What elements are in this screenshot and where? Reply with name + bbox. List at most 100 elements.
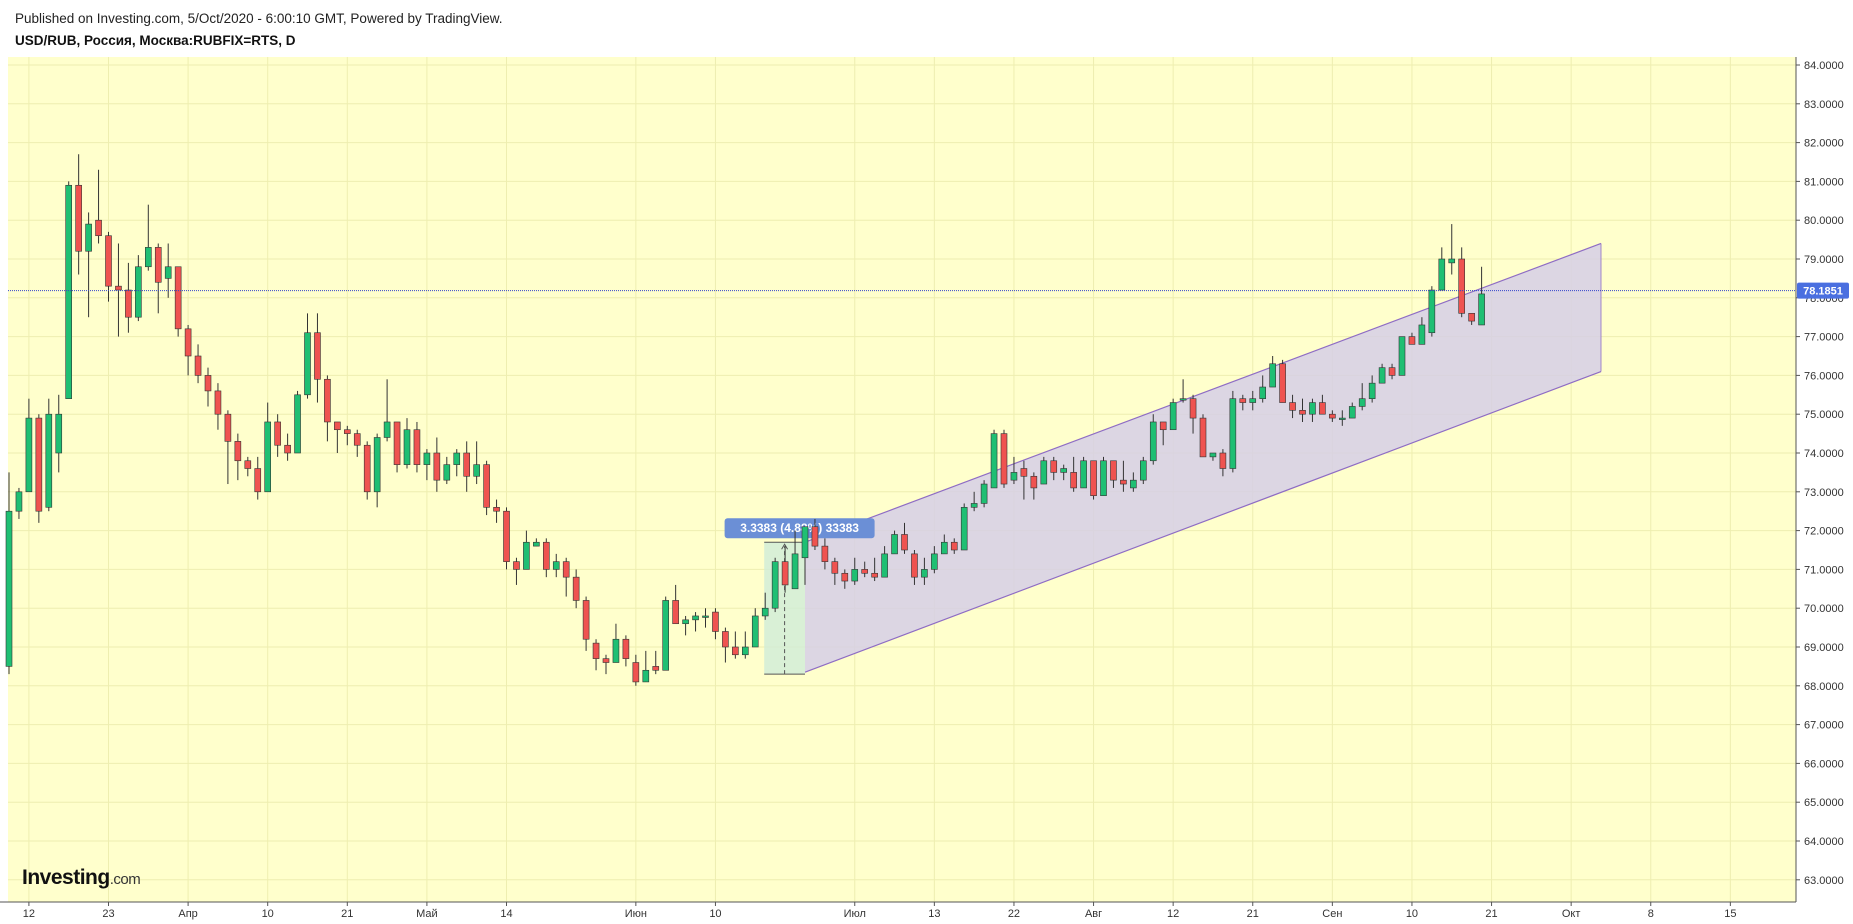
candle [712, 608, 719, 640]
candle [334, 421, 341, 453]
candle-body [960, 507, 968, 551]
x-tick-label: 10 [1406, 908, 1418, 920]
candle-body [1358, 398, 1366, 407]
candle [194, 344, 202, 384]
candle [831, 557, 839, 585]
candle-body [1448, 258, 1456, 264]
candle [692, 612, 699, 632]
y-tick-label: 83.0000 [1804, 99, 1844, 111]
candle-body [224, 413, 232, 442]
candle [821, 538, 829, 570]
candle [1239, 394, 1247, 411]
candle [1080, 456, 1087, 489]
candle [413, 421, 421, 473]
candle [921, 557, 928, 585]
candle [1149, 414, 1157, 465]
y-tick-label: 81.0000 [1804, 176, 1844, 188]
candle-body [1438, 258, 1446, 291]
candle [5, 472, 13, 675]
y-tick-label: 65.0000 [1804, 797, 1844, 809]
candle-body [741, 646, 749, 656]
candle [234, 433, 242, 481]
price-axis[interactable] [1796, 57, 1853, 902]
candle-body [244, 460, 252, 469]
logo-suffix: .com [110, 871, 141, 888]
candle [1339, 410, 1346, 426]
candle [1120, 460, 1127, 492]
candle-body [682, 619, 689, 625]
candle-body [363, 444, 371, 493]
published-line: Published on Investing.com, 5/Oct/2020 -… [15, 11, 503, 26]
candle [433, 437, 441, 492]
candle [1070, 456, 1077, 492]
candle [1249, 390, 1257, 411]
candle [1329, 410, 1336, 422]
y-tick-label: 80.0000 [1804, 215, 1844, 227]
candle [881, 546, 888, 578]
x-tick-label: 12 [23, 908, 35, 920]
candle-body [980, 483, 988, 504]
candle-body [343, 429, 351, 434]
candle-body [940, 541, 948, 555]
candle-body [194, 355, 202, 376]
candle-body [1050, 460, 1058, 473]
candle [781, 546, 789, 593]
plot-area[interactable] [8, 57, 1796, 902]
x-tick-label: Окт [1562, 908, 1581, 920]
channel-lower-line[interactable] [804, 370, 1602, 673]
candle-body [901, 534, 908, 551]
candle-body [1289, 402, 1296, 411]
candle [1289, 394, 1296, 419]
candle-body [1140, 460, 1147, 481]
candle-body [373, 437, 381, 493]
candle-body [911, 553, 918, 578]
candle-body [970, 503, 978, 508]
candle-body [1329, 413, 1336, 419]
x-tick-label: 21 [1485, 908, 1497, 920]
y-tick-label: 71.0000 [1804, 564, 1844, 576]
candle [503, 507, 510, 570]
candle [1090, 460, 1097, 500]
candle-body [1020, 468, 1028, 477]
candle [533, 538, 540, 547]
candle-body [1040, 460, 1048, 485]
candle [1348, 402, 1356, 419]
candle [483, 460, 490, 516]
candle [1358, 383, 1366, 411]
candle [642, 650, 650, 683]
candle-body [1130, 479, 1137, 489]
measure-arrow-head [781, 543, 789, 550]
candle [592, 639, 600, 671]
candle-body [1418, 324, 1426, 345]
candle-body [214, 390, 222, 415]
candle [771, 557, 779, 613]
candle [65, 181, 72, 399]
candle [363, 441, 371, 500]
x-axis-ticks: 12 23 Апр 10 21 Май 14 Июн 10 Июл 13 22 Авг 12 21 Сен 10… [23, 902, 1736, 920]
chart-header: Published on Investing.com, 5/Oct/2020 -… [15, 10, 503, 50]
candle-body [612, 638, 620, 663]
candle [901, 522, 908, 554]
candle [1130, 472, 1137, 492]
candle [582, 596, 590, 651]
candle [931, 546, 938, 574]
candle-body [950, 541, 958, 551]
candle-body [85, 223, 92, 252]
candle [1189, 394, 1197, 434]
x-tick-label: Сен [1322, 908, 1342, 920]
candle [95, 169, 102, 244]
candle [940, 534, 948, 555]
time-axis[interactable] [0, 902, 1853, 924]
candle [1110, 460, 1117, 488]
candle [1299, 398, 1306, 422]
channel-upper-line[interactable] [804, 242, 1602, 543]
logo-name: Investing [22, 866, 110, 889]
candle [284, 433, 291, 461]
candle [602, 654, 610, 675]
measure-tool[interactable]: 3.3383 (4.88%) 33383 [724, 518, 875, 675]
x-tick-label: 13 [928, 908, 940, 920]
candle [304, 313, 311, 399]
x-tick-label: 8 [1648, 908, 1654, 920]
x-tick-label: Июн [625, 908, 647, 920]
